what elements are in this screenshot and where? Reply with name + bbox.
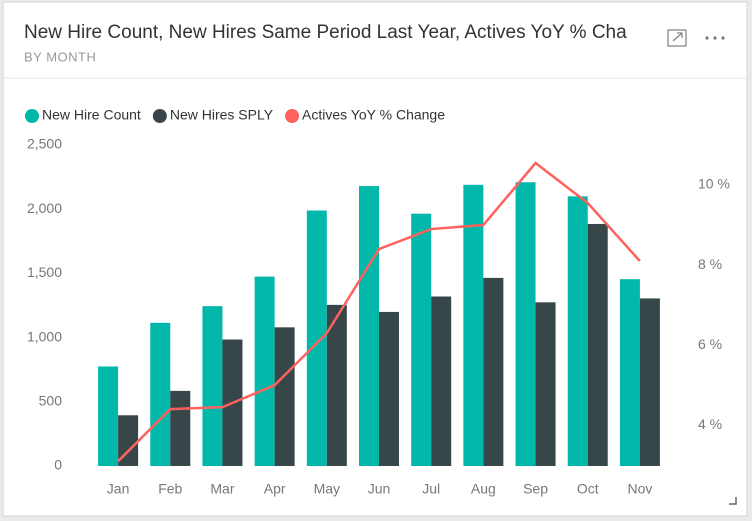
bar	[274, 327, 295, 466]
x-tick-label: Mar	[210, 481, 234, 497]
resize-handle[interactable]	[729, 497, 737, 505]
x-tick-label: Sep	[523, 481, 548, 497]
bar	[463, 184, 484, 466]
bar	[170, 390, 191, 466]
legend-marker	[152, 109, 167, 123]
bar	[326, 304, 347, 466]
bar	[483, 277, 504, 466]
bar	[639, 298, 660, 466]
chart-title: New Hire Count, New Hires Same Period La…	[24, 22, 627, 43]
y-tick-label: 2,000	[27, 200, 62, 216]
legend-label: New Hires SPLY	[170, 107, 274, 123]
y2-tick-label: 4 %	[698, 416, 722, 432]
y-tick-label: 500	[39, 393, 63, 409]
line-series	[117, 161, 641, 463]
chart-subtitle: BY MONTH	[24, 49, 96, 64]
focus-mode-icon[interactable]	[667, 29, 687, 47]
bar	[118, 415, 139, 466]
bar	[254, 276, 275, 466]
x-tick-label: Jul	[422, 481, 440, 497]
bar	[411, 213, 432, 466]
y2-tick-label: 8 %	[698, 256, 722, 272]
x-tick-label: Jan	[107, 481, 130, 497]
bar	[567, 196, 588, 467]
y-tick-label: 1,000	[27, 328, 62, 344]
legend-label: Actives YoY % Change	[302, 107, 445, 123]
bar	[587, 223, 608, 466]
x-tick-label: Apr	[264, 481, 286, 497]
y-tick-label: 2,500	[27, 136, 62, 152]
x-tick-label: Feb	[158, 481, 182, 497]
bar	[306, 210, 327, 466]
x-tick-label: May	[314, 481, 340, 497]
legend-marker	[285, 109, 300, 123]
x-tick-label: Aug	[471, 481, 496, 497]
y2-tick-label: 6 %	[698, 336, 722, 352]
bar	[202, 306, 223, 466]
bar	[619, 279, 640, 466]
bar	[431, 296, 452, 466]
bar	[359, 186, 379, 466]
y2-tick-label: 10 %	[698, 176, 730, 192]
x-tick-label: Nov	[627, 481, 652, 497]
bar	[379, 311, 399, 466]
y-tick-label: 0	[54, 457, 62, 473]
legend-label: New Hire Count	[42, 107, 141, 123]
x-tick-label: Oct	[577, 481, 599, 497]
bar	[515, 182, 536, 466]
more-options-icon[interactable]	[705, 36, 725, 40]
bar	[150, 322, 171, 466]
x-tick-label: Jun	[368, 481, 391, 497]
bar	[98, 366, 119, 466]
y-tick-label: 1,500	[27, 264, 62, 280]
legend-marker	[25, 109, 39, 123]
bar	[535, 302, 556, 466]
